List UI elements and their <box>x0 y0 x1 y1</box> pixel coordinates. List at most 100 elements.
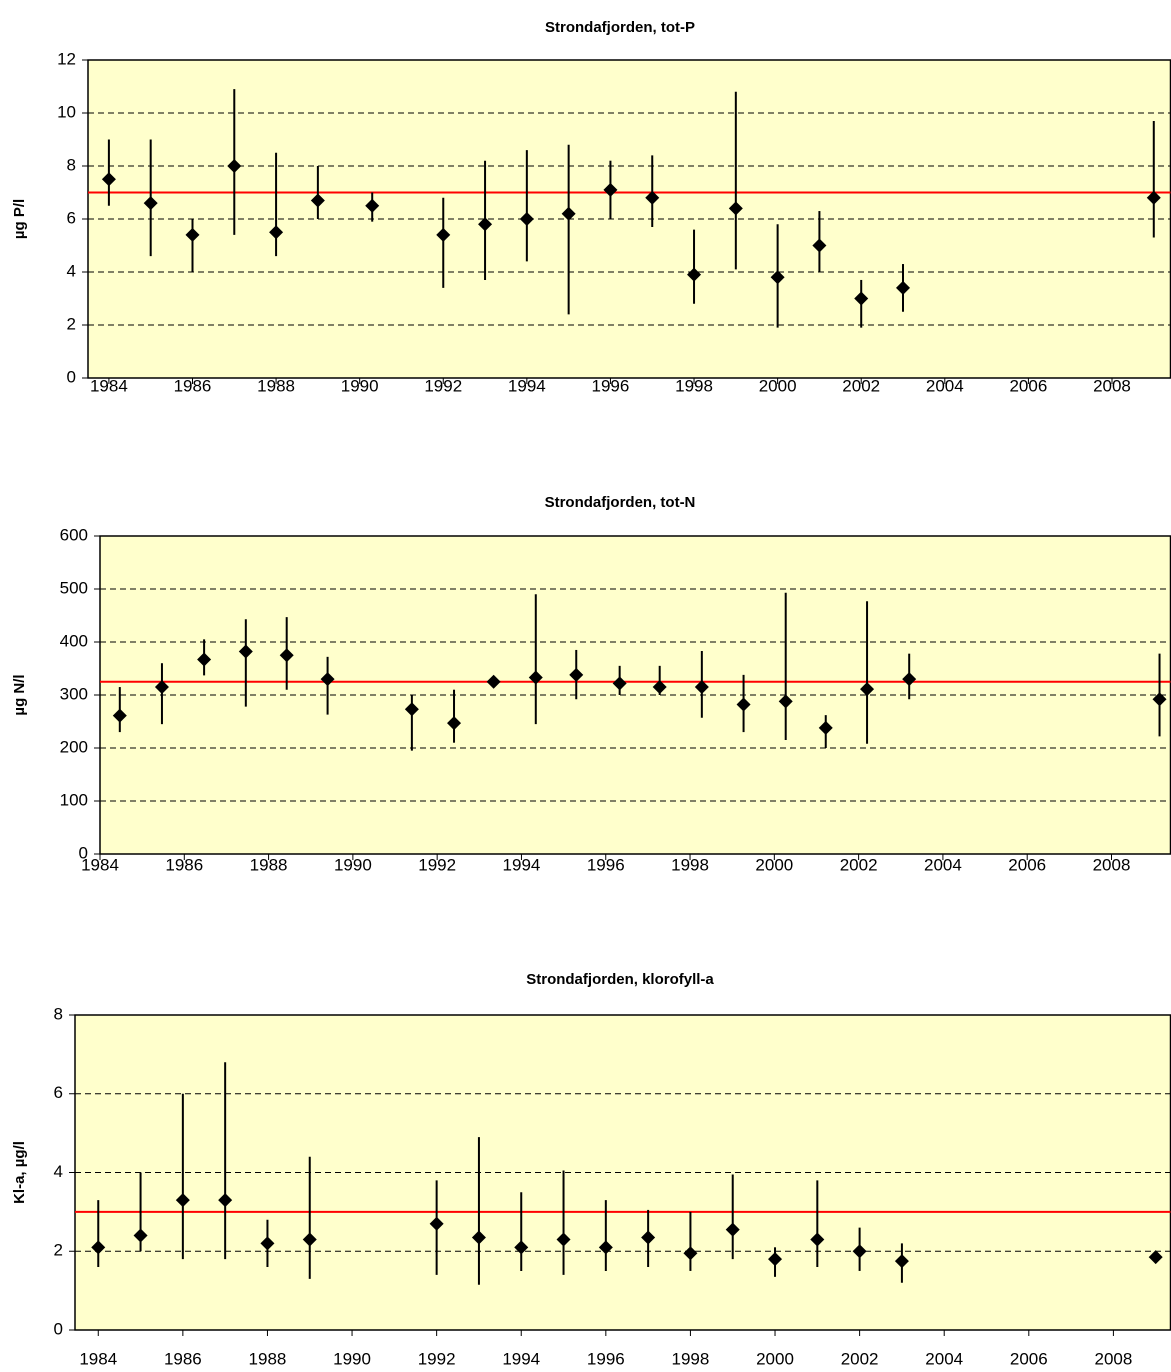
marker <box>133 1228 148 1243</box>
marker <box>1146 190 1161 205</box>
marker <box>645 190 660 205</box>
marker <box>770 270 785 285</box>
x-tick-label: 2002 <box>842 376 880 395</box>
x-tick-label: 1988 <box>250 855 288 874</box>
y-tick-label: 2 <box>54 1241 63 1260</box>
y-tick-label: 100 <box>60 790 88 809</box>
y-tick-label: 2 <box>67 314 76 333</box>
x-tick-label: 2004 <box>926 376 964 395</box>
x-tick-label: 2000 <box>755 855 793 874</box>
y-tick-label: 500 <box>60 578 88 597</box>
marker <box>818 720 833 735</box>
chart-title: Strondafjorden, klorofyll-a <box>526 971 714 988</box>
marker <box>725 1222 740 1237</box>
marker <box>197 652 212 667</box>
x-tick-label: 1998 <box>672 1349 710 1368</box>
x-tick-label: 2000 <box>756 1349 794 1368</box>
marker <box>694 680 709 695</box>
marker <box>310 193 325 208</box>
x-tick-label: 1994 <box>503 855 541 874</box>
marker <box>519 212 534 226</box>
marker <box>279 648 294 663</box>
marker <box>768 1252 783 1267</box>
marker <box>175 1193 190 1208</box>
marker <box>302 1232 317 1247</box>
marker <box>612 676 627 691</box>
y-axis-label: Kl-a, µg/l <box>11 1141 28 1204</box>
marker <box>683 1246 698 1261</box>
x-tick-label: 2008 <box>1093 376 1131 395</box>
y-tick-label: 300 <box>60 684 88 703</box>
x-tick-label: 1990 <box>341 376 379 395</box>
marker <box>896 280 911 295</box>
y-tick-label: 0 <box>79 843 88 862</box>
marker <box>471 1230 486 1245</box>
x-tick-label: 2002 <box>841 1349 879 1368</box>
marker <box>852 1244 867 1259</box>
marker <box>101 172 116 187</box>
marker <box>514 1240 529 1255</box>
marker <box>810 1232 825 1247</box>
marker <box>854 291 869 306</box>
marker <box>561 206 576 221</box>
marker <box>641 1230 656 1245</box>
y-tick-label: 8 <box>67 155 76 174</box>
marker <box>687 267 702 282</box>
x-tick-label: 1998 <box>675 376 713 395</box>
marker <box>603 182 618 197</box>
y-tick-label: 4 <box>54 1162 63 1181</box>
marker <box>894 1254 909 1269</box>
x-tick-label: 1984 <box>90 376 128 395</box>
x-tick-label: 1992 <box>418 855 456 874</box>
y-tick-label: 0 <box>67 367 76 386</box>
x-tick-label: 1986 <box>165 855 203 874</box>
x-tick-label: 1994 <box>502 1349 540 1368</box>
marker <box>227 159 242 173</box>
marker <box>238 644 253 659</box>
marker <box>778 694 793 709</box>
chart-title: Strondafjorden, tot-P <box>545 19 695 36</box>
x-tick-label: 2002 <box>840 855 878 874</box>
x-tick-label: 1996 <box>592 376 630 395</box>
marker <box>902 672 917 687</box>
marker <box>260 1236 275 1251</box>
marker <box>91 1240 106 1255</box>
x-tick-label: 2000 <box>759 376 797 395</box>
x-tick-label: 2008 <box>1094 1349 1132 1368</box>
x-tick-label: 1998 <box>671 855 709 874</box>
y-tick-label: 6 <box>67 208 76 227</box>
x-tick-label: 1996 <box>587 1349 625 1368</box>
x-tick-label: 1988 <box>257 376 295 395</box>
marker <box>447 716 462 731</box>
x-tick-label: 1992 <box>418 1349 456 1368</box>
marker <box>154 680 169 695</box>
marker <box>143 196 158 211</box>
x-tick-label: 1990 <box>334 855 372 874</box>
marker <box>185 227 200 242</box>
y-tick-label: 8 <box>54 1004 63 1023</box>
x-tick-label: 2006 <box>1008 855 1046 874</box>
chart-title: Strondafjorden, tot-N <box>545 494 696 511</box>
x-tick-label: 2006 <box>1009 376 1047 395</box>
marker <box>436 227 451 242</box>
y-tick-label: 4 <box>67 261 76 280</box>
marker <box>486 674 501 689</box>
marker <box>556 1232 571 1247</box>
x-tick-label: 1986 <box>174 376 212 395</box>
marker <box>1148 1250 1163 1265</box>
y-axis-label: µg N/l <box>11 674 28 715</box>
marker <box>478 217 493 232</box>
y-tick-label: 400 <box>60 631 88 650</box>
marker <box>1152 692 1167 707</box>
marker <box>728 201 743 216</box>
marker <box>652 680 667 695</box>
x-tick-label: 1992 <box>424 376 462 395</box>
x-tick-label: 2008 <box>1093 855 1131 874</box>
marker <box>320 672 335 687</box>
marker <box>569 667 584 682</box>
y-axis-label: µg P/l <box>11 199 28 239</box>
y-tick-label: 6 <box>54 1083 63 1102</box>
y-tick-label: 0 <box>54 1319 63 1338</box>
marker <box>812 238 827 253</box>
